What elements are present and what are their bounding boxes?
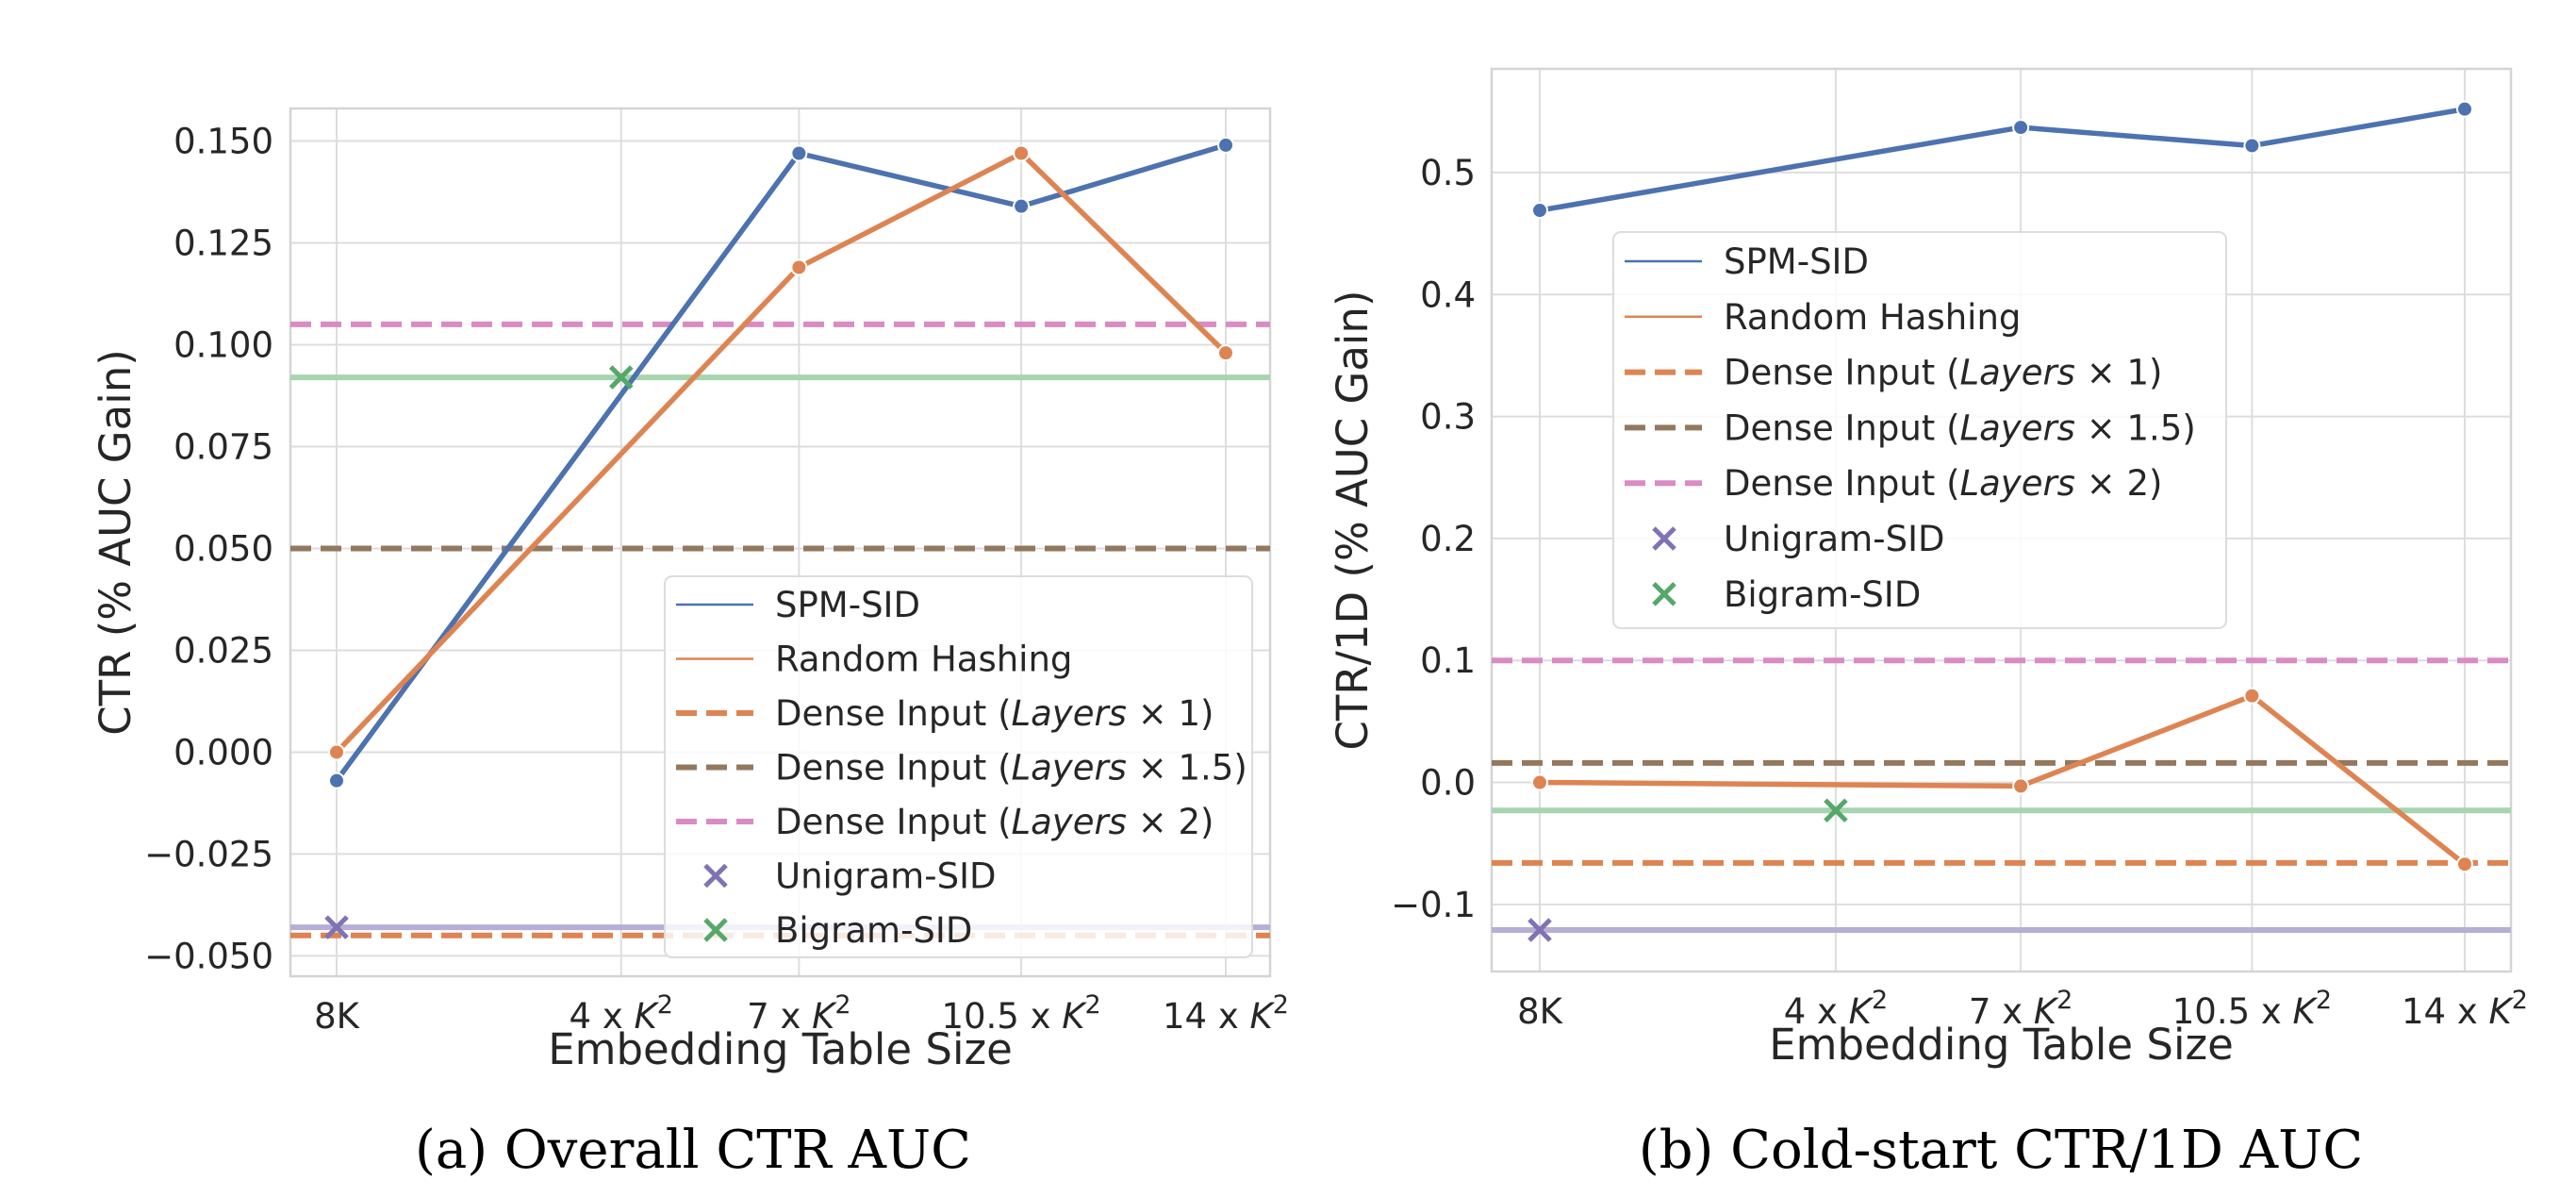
data-point-spm-sid — [2012, 119, 2030, 137]
legend-label: SPM-SID — [775, 585, 920, 625]
data-point-spm-sid — [1531, 202, 1548, 220]
y-axis-label: CTR (% AUC Gain) — [91, 349, 140, 736]
x-tick-label: 10.5 x K2 — [2172, 986, 2332, 1032]
legend-entry: Dense Input (Layers × 1) — [676, 693, 1214, 734]
legend-entry: Dense Input (Layers × 2) — [1625, 463, 2162, 504]
legend-entry: SPM-SID — [1625, 241, 1869, 282]
legend-label: Dense Input (Layers × 1.5) — [1724, 407, 2196, 448]
legend-entry: Bigram-SID — [703, 910, 972, 951]
data-point-spm-sid — [2243, 137, 2261, 155]
legend-entry: Dense Input (Layers × 2) — [676, 802, 1214, 842]
y-tick-label: 0.5 — [1420, 153, 1476, 193]
y-tick-label: −0.025 — [144, 834, 273, 874]
legend-entry: Random Hashing — [676, 640, 1072, 680]
y-tick-label: 0.4 — [1420, 274, 1476, 315]
plot-frame — [1490, 67, 2513, 973]
legend-handle — [1652, 582, 1676, 606]
legend-label: Random Hashing — [1724, 297, 2021, 338]
data-point-random-hashing — [328, 743, 345, 761]
x-tick-label: 7 x K2 — [1969, 986, 2072, 1032]
data-point-spm-sid — [790, 144, 808, 162]
y-tick-label: 0.050 — [173, 528, 273, 569]
legend-entry: Dense Input (Layers × 1) — [1625, 353, 2162, 393]
data-point-random-hashing — [1013, 144, 1031, 162]
data-point-random-hashing — [1217, 344, 1234, 362]
marker-bigram-sid — [1824, 798, 1848, 823]
x-tick-label: 14 x K2 — [2402, 986, 2528, 1032]
legend-label: Bigram-SID — [775, 910, 972, 951]
y-tick-label: 0.150 — [173, 122, 273, 162]
y-tick-label: −0.1 — [1391, 885, 1476, 925]
legend-label: Dense Input (Layers × 2) — [1724, 463, 2162, 504]
x-axis-label: Embedding Table Size — [1769, 1020, 2234, 1070]
y-tick-label: 0.075 — [173, 426, 273, 467]
legend-entry: Random Hashing — [1625, 297, 2021, 338]
panel-b: −0.1 0.0 0.1 0.2 0.3 0.4 0.5 8K 4 x K2 7 x K2 10.5… — [1328, 67, 2528, 1070]
legend-label: Dense Input (Layers × 1.5) — [775, 748, 1247, 789]
plot-frame — [289, 107, 1272, 978]
y-tick-label: 0.3 — [1420, 397, 1476, 438]
y-tick-label: 0.025 — [173, 630, 273, 671]
panel-a: −0.050 −0.025 0.000 0.025 0.050 0.075 0.100 0.1… — [91, 107, 1289, 1074]
data-point-spm-sid — [2456, 100, 2473, 118]
legend: SPM-SID Random Hashing Dense Input (Layers… — [1612, 231, 2227, 629]
legend-label: Dense Input (Layers × 1) — [1724, 353, 2162, 393]
legend-label: Random Hashing — [775, 640, 1072, 680]
x-tick-label: 8K — [314, 996, 361, 1037]
y-tick-label: 0.0 — [1420, 763, 1476, 804]
x-tick-label: 10.5 x K2 — [941, 990, 1100, 1037]
data-point-spm-sid — [328, 772, 345, 789]
legend-label: Unigram-SID — [775, 856, 996, 897]
x-tick-label: 4 x K2 — [1784, 986, 1888, 1032]
legend-entry: Unigram-SID — [1652, 519, 1944, 559]
legend-entry: Unigram-SID — [703, 856, 996, 897]
y-tick-label: 0.100 — [173, 325, 273, 366]
legend-handle — [703, 918, 728, 942]
series-line-random-hashing — [335, 150, 1228, 755]
legend-label: SPM-SID — [1724, 241, 1869, 282]
legend-entry: Bigram-SID — [1652, 574, 1921, 615]
figure-caption: (a) Overall CTR AUC — [415, 1120, 971, 1181]
x-tick-label: 7 x K2 — [747, 990, 850, 1037]
x-axis-label: Embedding Table Size — [548, 1024, 1013, 1074]
y-tick-label: 0.000 — [173, 732, 273, 772]
x-tick-label: 8K — [1517, 991, 1564, 1032]
y-axis-label: CTR/1D (% AUC Gain) — [1328, 290, 1378, 750]
series-line-spm-sid — [1539, 106, 2466, 213]
x-tick-label: 14 x K2 — [1163, 990, 1289, 1037]
marker-unigram-sid — [324, 915, 349, 939]
legend-label: Dense Input (Layers × 2) — [775, 802, 1214, 842]
data-point-random-hashing — [2243, 687, 2261, 705]
data-point-spm-sid — [1013, 197, 1031, 215]
y-tick-label: 0.1 — [1420, 640, 1476, 681]
legend-entry: Dense Input (Layers × 1.5) — [676, 748, 1247, 789]
legend-entry: SPM-SID — [676, 585, 920, 625]
legend-label: Bigram-SID — [1724, 574, 1921, 615]
data-point-random-hashing — [2456, 855, 2473, 873]
y-tick-label: −0.050 — [144, 936, 273, 976]
series-line-random-hashing — [1539, 692, 2467, 867]
series-line-spm-sid — [334, 142, 1227, 783]
marker-bigram-sid — [608, 365, 634, 390]
data-point-spm-sid — [1217, 136, 1234, 154]
legend-handle — [1652, 526, 1676, 551]
legend: SPM-SID Random Hashing Dense Input (Layers… — [664, 575, 1253, 958]
data-point-random-hashing — [790, 258, 808, 276]
legend-label: Dense Input (Layers × 1) — [775, 693, 1214, 734]
figure-caption: (b) Cold-start CTR/1D AUC — [1639, 1120, 2363, 1181]
x-tick-label: 4 x K2 — [570, 990, 673, 1037]
legend-handle — [703, 863, 728, 889]
y-tick-label: 0.2 — [1420, 519, 1476, 559]
data-point-random-hashing — [1531, 773, 1548, 791]
legend-entry: Dense Input (Layers × 1.5) — [1625, 407, 2196, 448]
legend-label: Unigram-SID — [1724, 519, 1944, 559]
marker-unigram-sid — [1527, 918, 1552, 942]
data-point-random-hashing — [2012, 777, 2030, 795]
legend-box — [664, 575, 1253, 958]
legend-box — [1612, 231, 2227, 629]
y-tick-label: 0.125 — [173, 224, 273, 264]
